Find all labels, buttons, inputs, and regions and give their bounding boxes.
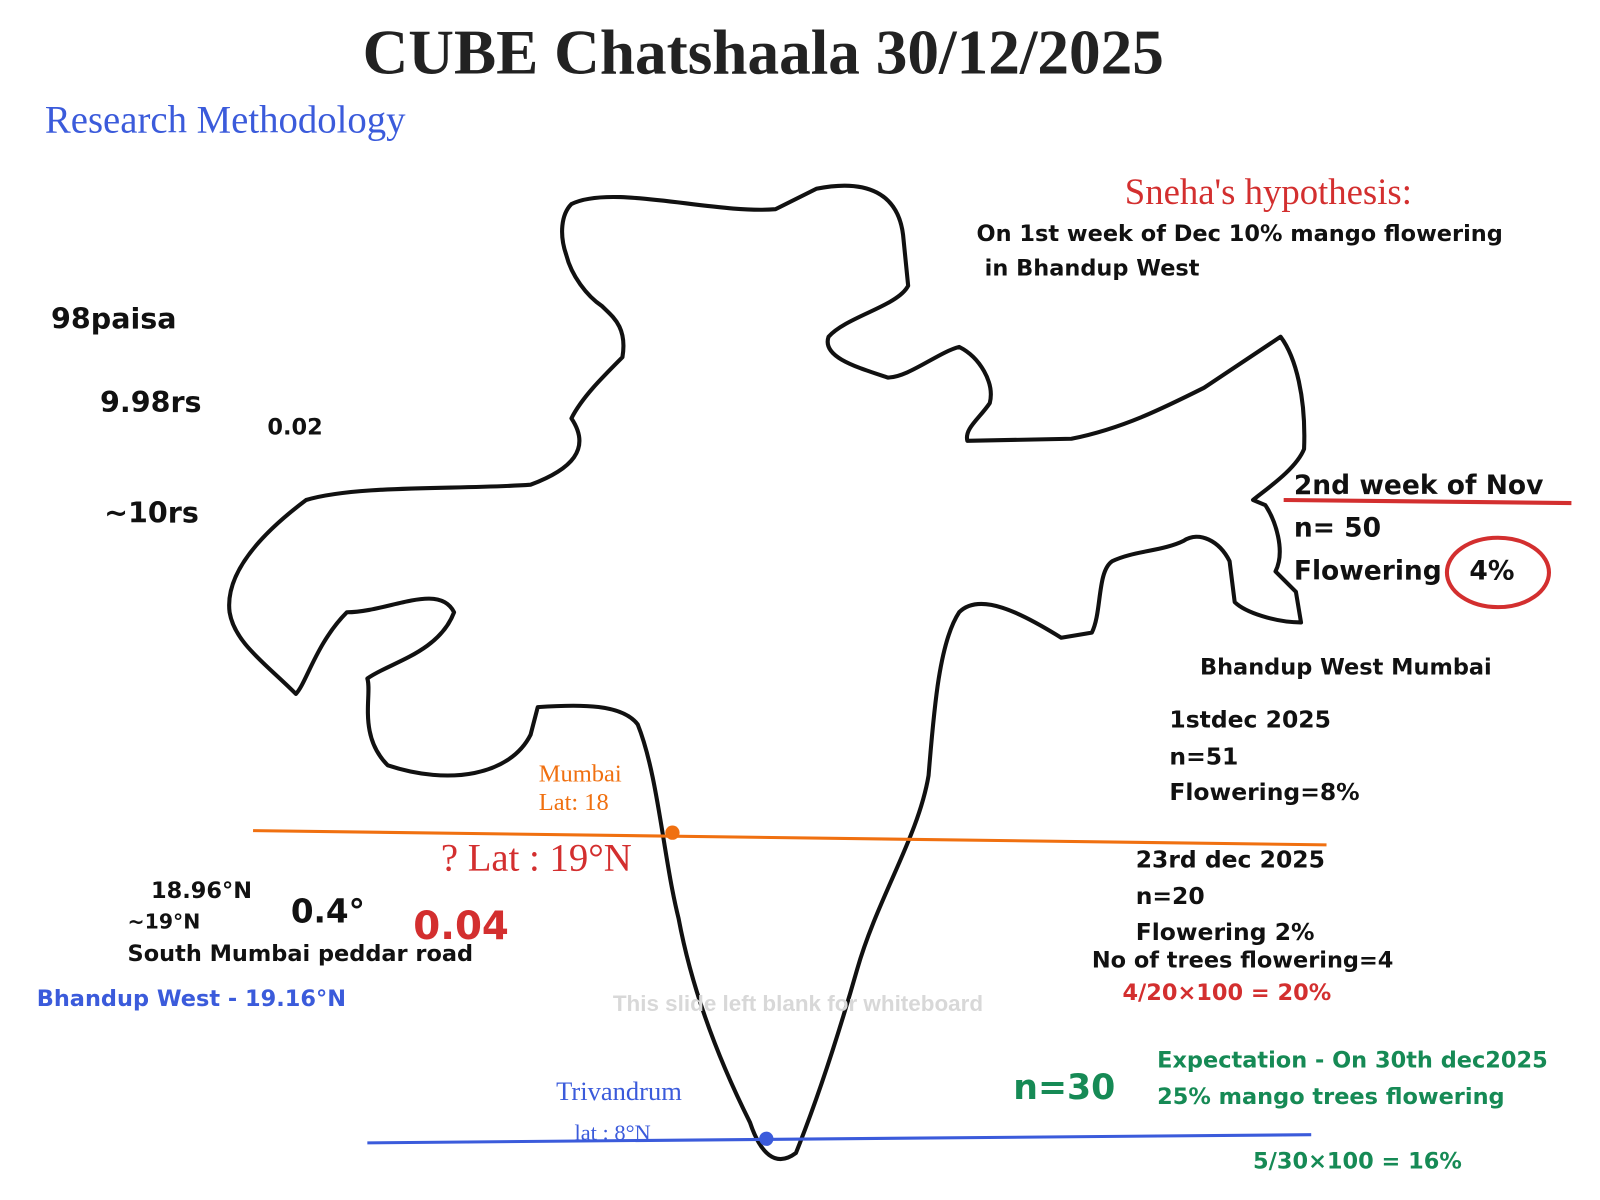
hypothesis-line: On 1st week of Dec 10% mango flowering <box>977 221 1503 247</box>
subtitle: Research Methodology <box>45 99 406 142</box>
nov-n: n= 50 <box>1294 513 1381 544</box>
expectation-line: Expectation - On 30th dec2025 <box>1157 1047 1548 1073</box>
note: 98paisa <box>51 302 177 336</box>
dec1-line: n=51 <box>1169 742 1238 770</box>
nov-percent: 4% <box>1469 556 1514 587</box>
dec23-line: 23rd dec 2025 <box>1136 845 1325 873</box>
dec1-line: Flowering=8% <box>1169 778 1359 806</box>
content: CUBE Chatshaala 30/12/2025 Research Meth… <box>37 17 1572 1174</box>
sm-diff-red: 0.04 <box>413 904 509 949</box>
expectation-n: n=30 <box>1013 1068 1115 1108</box>
hypothesis-line: in Bhandup West <box>985 256 1200 282</box>
trivandrum-label: Trivandrum <box>556 1076 682 1106</box>
dec23-line: No of trees flowering=4 <box>1092 947 1394 973</box>
hypothesis-heading: Sneha's hypothesis: <box>1125 171 1412 212</box>
dec23-calc: 4/20×100 = 20% <box>1122 980 1331 1006</box>
mumbai-label: Mumbai <box>539 761 622 788</box>
expectation-calc: 5/30×100 = 16% <box>1253 1148 1462 1174</box>
strike-underline <box>1283 497 1572 506</box>
sm-approx: ~19°N <box>128 910 201 934</box>
mumbai-latitude-line <box>253 829 1327 847</box>
percent-circle <box>1444 535 1552 610</box>
sm-place: South Mumbai peddar road <box>128 941 474 967</box>
sm-lat: 18.96°N <box>151 878 252 904</box>
nov-flowering: Flowering <box>1294 556 1442 587</box>
title: CUBE Chatshaala 30/12/2025 <box>363 17 1164 87</box>
india-map <box>227 183 1307 1161</box>
mumbai-lat: Lat: 18 <box>539 789 609 816</box>
note: ~10rs <box>104 495 199 529</box>
mumbai-dot <box>665 825 680 840</box>
trivandrum-lat: lat : 8°N <box>574 1120 650 1145</box>
dec1-line: 1stdec 2025 <box>1169 706 1331 734</box>
placeholder: This slide left blank for whiteboard <box>613 991 983 1016</box>
note: 9.98rs <box>100 385 202 419</box>
expectation-line: 25% mango trees flowering <box>1157 1084 1504 1110</box>
dec23-line: n=20 <box>1136 882 1205 910</box>
dec23-line: Flowering 2% <box>1136 918 1315 946</box>
nov-heading: 2nd week of Nov <box>1294 470 1544 501</box>
location: Bhandup West Mumbai <box>1200 654 1492 680</box>
trivandrum-dot <box>759 1131 774 1146</box>
lat-question: ? Lat : 19°N <box>441 836 632 879</box>
sm-diff: 0.4° <box>291 892 365 930</box>
trivandrum-latitude-line <box>367 1133 1312 1145</box>
bhandup-lat: Bhandup West - 19.16°N <box>37 986 346 1012</box>
note: 0.02 <box>267 415 322 441</box>
